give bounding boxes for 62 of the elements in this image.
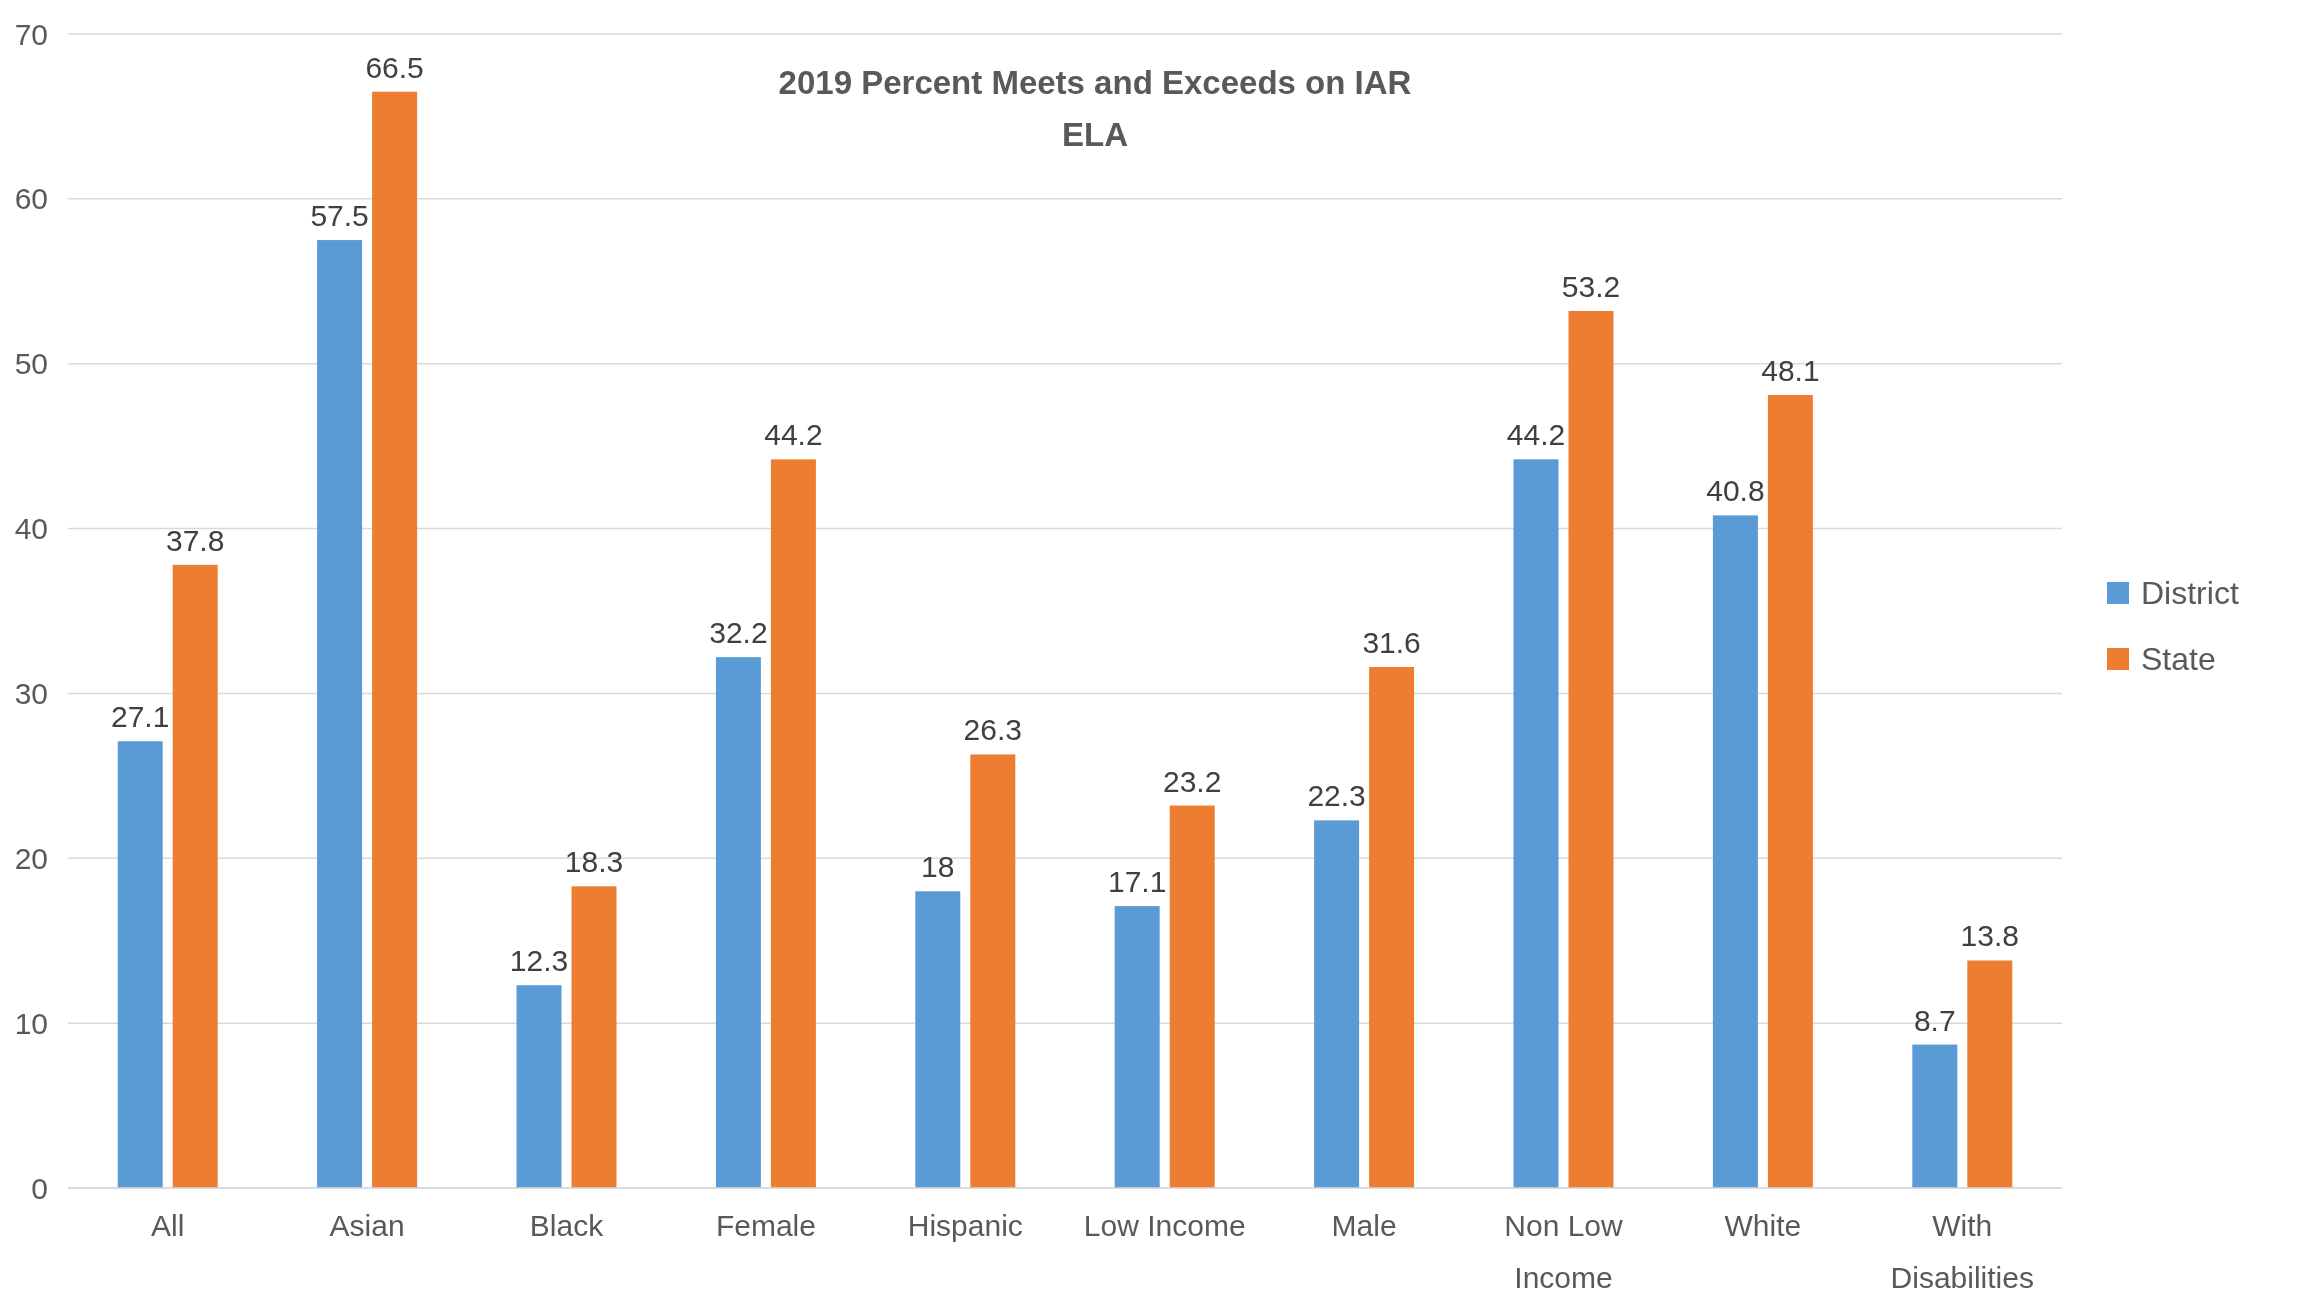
data-label: 8.7	[1913, 1003, 1956, 1037]
bar	[770, 459, 816, 1188]
x-tick-label: All	[151, 1209, 185, 1242]
text: ELA	[1062, 116, 1128, 153]
bar	[372, 91, 418, 1188]
bar	[1369, 667, 1415, 1188]
y-tick-label: 40	[14, 512, 48, 546]
bar	[1169, 805, 1215, 1188]
data-label: 22.3	[1307, 779, 1366, 813]
data-label: 23.2	[1163, 764, 1222, 798]
data-label: 66.5	[365, 50, 424, 84]
bar	[317, 240, 363, 1188]
x-tick-label: Hispanic	[907, 1209, 1023, 1242]
y-tick-label: 30	[14, 676, 48, 710]
bar	[1568, 310, 1614, 1188]
bar	[715, 657, 761, 1188]
x-tick-label: Male	[1331, 1209, 1397, 1242]
bar	[1114, 906, 1160, 1188]
data-label: 18.3	[564, 845, 624, 879]
text: 2019 Percent Meets and Exceeds on IAR	[778, 64, 1412, 101]
data-label: 57.5	[310, 199, 369, 233]
bar	[1712, 515, 1758, 1188]
x-tick-label: White	[1724, 1209, 1802, 1242]
data-label: 17.1	[1108, 865, 1167, 899]
x-tick-label: Asian	[329, 1209, 405, 1242]
x-tick-label: Black	[529, 1209, 605, 1242]
legend-label: District	[2141, 575, 2239, 612]
y-tick-label: 10	[14, 1006, 48, 1040]
bar	[1912, 1044, 1958, 1188]
y-tick-label: 50	[14, 347, 48, 381]
data-label: 44.2	[1506, 418, 1566, 452]
bar	[1967, 960, 2013, 1188]
data-label: 18	[921, 850, 955, 884]
legend-label: State	[2141, 641, 2216, 678]
data-label: 13.8	[1960, 919, 2019, 953]
data-label: 27.1	[111, 700, 170, 734]
data-label: 53.2	[1561, 269, 1621, 303]
data-label: 32.2	[709, 616, 768, 650]
x-tick-label: Female	[715, 1209, 816, 1242]
bar	[571, 886, 617, 1188]
data-label: 26.3	[963, 713, 1022, 747]
bar	[516, 985, 562, 1188]
y-tick-label: 20	[14, 841, 48, 875]
bar	[117, 741, 163, 1188]
data-label: 44.2	[764, 418, 823, 452]
bar	[970, 754, 1016, 1188]
data-label: 12.3	[509, 944, 569, 978]
bar	[1767, 395, 1813, 1188]
y-tick-label: 60	[14, 182, 48, 216]
data-label: 40.8	[1706, 474, 1765, 508]
y-tick-label: 70	[14, 17, 48, 51]
data-label: 37.8	[166, 523, 225, 557]
y-tick-label: 0	[31, 1171, 48, 1205]
x-tick-label: With Disabilities	[1890, 1209, 2034, 1294]
bar	[915, 891, 961, 1188]
x-tick-label: Low Income	[1083, 1209, 1246, 1242]
bar	[1513, 459, 1559, 1188]
data-label: 48.1	[1761, 354, 1820, 388]
bar	[1314, 820, 1360, 1188]
data-label: 31.6	[1362, 626, 1421, 660]
bar	[172, 564, 218, 1188]
x-tick-label: Non Low Income	[1504, 1209, 1624, 1294]
